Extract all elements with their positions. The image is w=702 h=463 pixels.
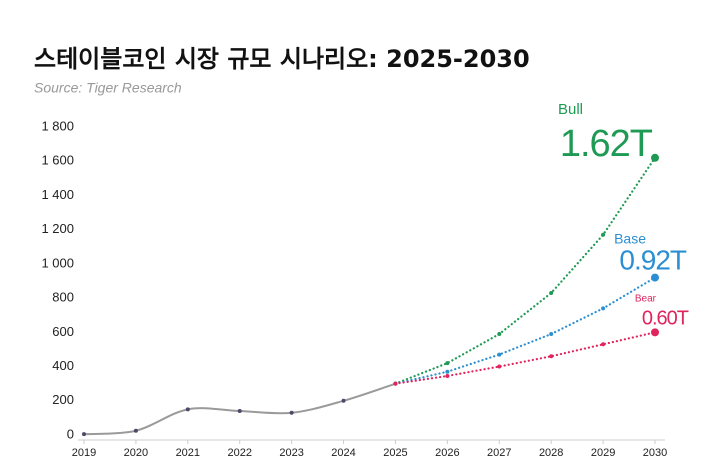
x-tick-label: 2023 [279,447,303,459]
x-tick-label: 2028 [539,447,563,459]
y-tick-label: 1 200 [41,221,74,236]
series-name: Bull [558,101,583,118]
point [651,153,659,162]
point [237,409,242,414]
point [601,232,606,237]
point [601,306,606,311]
x-tick-label: 2021 [176,447,200,459]
point [133,428,138,433]
value-label: 0.60T [642,307,689,329]
point [185,407,190,412]
y-tick-label: 800 [52,290,74,305]
x-tick-label: 2027 [487,447,511,459]
point [651,273,659,282]
y-tick-label: 600 [52,324,74,339]
point [549,332,554,337]
x-tick-label: 2022 [227,447,251,459]
point [549,290,554,295]
point [289,410,294,415]
value-label: 1.62T [560,123,653,165]
x-tick-label: 2020 [124,447,148,459]
x-tick-label: 2030 [643,447,667,459]
series-name: Bear [635,294,657,305]
point [497,352,502,357]
series-line [394,156,657,385]
x-tick-label: 2019 [72,447,96,459]
y-tick-label: 1 600 [41,153,74,168]
chart-title: 스테이블코인 시장 규모 시나리오: 2025-2030 [34,45,530,73]
x-tick-label: 2029 [591,447,615,459]
point [445,373,450,378]
y-tick-label: 400 [52,358,74,373]
y-tick-label: 1 400 [41,187,74,202]
y-tick-label: 200 [52,392,74,407]
point [497,364,502,369]
y-tick-label: 1 000 [41,255,74,270]
point [82,432,86,437]
series-line [394,276,657,385]
point [393,381,398,386]
point [445,361,450,366]
series-line [394,331,657,385]
point [651,328,659,337]
point [445,369,450,374]
point [341,398,346,403]
chart-subtitle: Source: Tiger Research [34,80,182,96]
point [497,332,502,337]
y-tick-label: 0 [67,426,74,441]
x-tick-label: 2026 [435,447,459,459]
y-tick-label: 1 800 [41,118,74,133]
x-tick-label: 2024 [331,447,355,459]
point [601,342,606,347]
series-name: Base [614,231,646,247]
value-label: 0.92T [619,244,686,275]
x-tick-label: 2025 [383,447,407,459]
point [549,354,554,359]
